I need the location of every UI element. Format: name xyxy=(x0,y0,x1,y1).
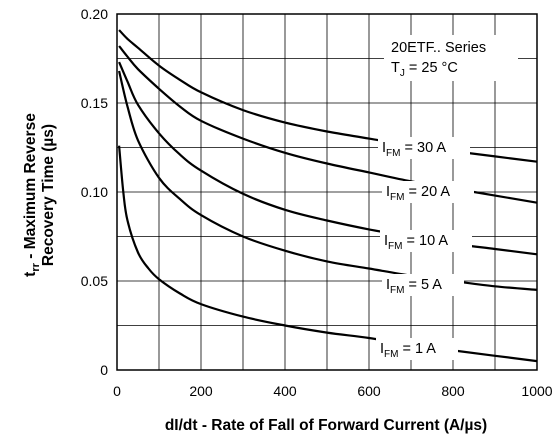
series-label-background xyxy=(380,230,472,252)
tick-labels: 0 200 400 600 800 1000 0 0.05 0.10 0.15 0.20 xyxy=(81,6,553,399)
label-boxes: IFM = 30 A IFM = 20 A IFM = 10 A IFM = 5 A I… xyxy=(376,35,518,360)
series-label-background xyxy=(382,274,464,296)
series-label: IFM = 1 A xyxy=(380,341,436,360)
y-axis-title: trr - Maximum Reverse Recovery Time (µs) xyxy=(22,113,57,277)
x-tick-label: 800 xyxy=(441,383,465,399)
series-label: IFM = 30 A xyxy=(382,140,446,159)
x-tick-label: 0 xyxy=(113,383,121,399)
x-tick-label: 400 xyxy=(273,383,297,399)
y-axis-title-line2: Recovery Time (µs) xyxy=(40,124,57,266)
y-tick-label: 0.20 xyxy=(81,6,108,22)
series-line xyxy=(118,145,538,363)
x-tick-label: 200 xyxy=(189,383,213,399)
y-tick-label: 0.15 xyxy=(81,95,108,111)
plot-frame xyxy=(116,13,538,371)
y-tick-label: 0 xyxy=(100,362,108,378)
x-axis-title: dI/dt - Rate of Fall of Forward Current … xyxy=(165,417,487,434)
series-line xyxy=(118,70,538,291)
series-label: IFM = 10 A xyxy=(384,233,448,252)
series-annotation: 20ETF.. Series xyxy=(391,40,486,56)
series-label: IFM = 5 A xyxy=(386,277,442,296)
y-tick-label: 0.05 xyxy=(81,273,108,289)
series-label-background xyxy=(382,181,474,203)
series-line xyxy=(118,61,538,256)
temperature-annotation: TJ = 25 °C xyxy=(391,60,458,79)
series-label-background xyxy=(378,137,470,159)
x-tick-label: 600 xyxy=(357,383,381,399)
y-tick-label: 0.10 xyxy=(81,184,108,200)
series-label: IFM = 20 A xyxy=(386,184,450,203)
series-label-background xyxy=(376,338,458,360)
x-tick-label: 1000 xyxy=(521,383,552,399)
y-axis-title-line1: trr - Maximum Reverse xyxy=(22,113,42,277)
annotation-background xyxy=(384,35,518,81)
